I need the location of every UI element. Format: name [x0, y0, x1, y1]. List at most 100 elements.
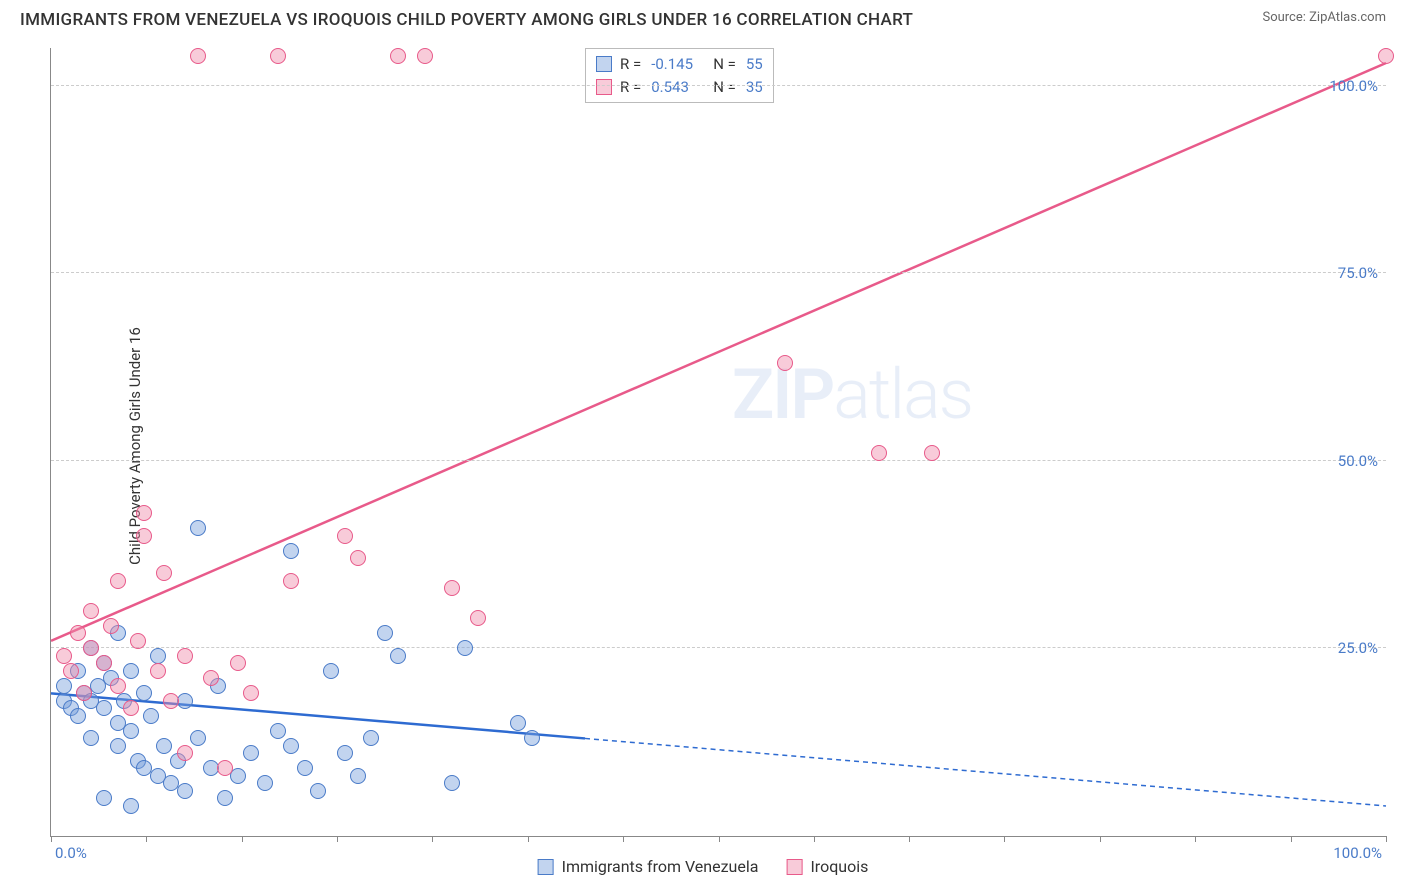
- data-point: [924, 445, 940, 461]
- data-point: [123, 798, 139, 814]
- data-point: [270, 723, 286, 739]
- data-point: [136, 528, 152, 544]
- legend-item: Iroquois: [786, 857, 868, 876]
- data-point: [63, 663, 79, 679]
- x-tick: [623, 836, 624, 842]
- n-label: N =: [713, 53, 736, 76]
- data-point: [96, 655, 112, 671]
- data-point: [123, 723, 139, 739]
- data-point: [444, 775, 460, 791]
- data-point: [337, 745, 353, 761]
- n-value: 55: [746, 53, 763, 76]
- data-point: [283, 573, 299, 589]
- data-point: [163, 693, 179, 709]
- data-point: [257, 775, 273, 791]
- data-point: [243, 745, 259, 761]
- data-point: [1378, 48, 1394, 64]
- grid-line: [51, 85, 1386, 86]
- data-point: [444, 580, 460, 596]
- data-point: [350, 768, 366, 784]
- r-value: 0.543: [651, 76, 705, 99]
- data-point: [510, 715, 526, 731]
- data-point: [457, 640, 473, 656]
- data-point: [417, 48, 433, 64]
- data-point: [350, 550, 366, 566]
- y-tick-label: 25.0%: [1338, 639, 1378, 657]
- data-point: [83, 730, 99, 746]
- data-point: [150, 648, 166, 664]
- stats-row: R = -0.145 N = 55: [596, 53, 763, 76]
- r-value: -0.145: [651, 53, 705, 76]
- data-point: [390, 648, 406, 664]
- y-tick-label: 50.0%: [1338, 452, 1378, 470]
- series-swatch: [596, 79, 612, 95]
- x-tick: [337, 836, 338, 842]
- data-point: [156, 565, 172, 581]
- data-point: [871, 445, 887, 461]
- x-tick: [719, 836, 720, 842]
- data-point: [190, 48, 206, 64]
- data-point: [217, 760, 233, 776]
- data-point: [70, 708, 86, 724]
- data-point: [243, 685, 259, 701]
- data-point: [150, 663, 166, 679]
- data-point: [190, 520, 206, 536]
- grid-line: [51, 272, 1386, 273]
- data-point: [470, 610, 486, 626]
- x-tick: [528, 836, 529, 842]
- data-point: [83, 603, 99, 619]
- data-point: [283, 543, 299, 559]
- data-point: [103, 618, 119, 634]
- data-point: [130, 633, 146, 649]
- x-tick: [814, 836, 815, 842]
- data-point: [524, 730, 540, 746]
- data-point: [177, 745, 193, 761]
- data-point: [283, 738, 299, 754]
- correlation-stats-box: R = -0.145 N = 55 R = 0.543 N = 35: [585, 48, 774, 103]
- data-point: [390, 48, 406, 64]
- data-point: [96, 790, 112, 806]
- x-tick: [1100, 836, 1101, 842]
- n-value: 35: [746, 76, 763, 99]
- trend-line-extrapolated: [585, 738, 1386, 806]
- data-point: [76, 685, 92, 701]
- data-point: [190, 730, 206, 746]
- data-point: [110, 573, 126, 589]
- header: IMMIGRANTS FROM VENEZUELA VS IROQUOIS CH…: [0, 0, 1406, 34]
- data-point: [143, 708, 159, 724]
- grid-line: [51, 460, 1386, 461]
- series-swatch: [596, 56, 612, 72]
- x-tick: [242, 836, 243, 842]
- data-point: [217, 790, 233, 806]
- source-label: Source: ZipAtlas.com: [1262, 10, 1386, 25]
- legend-label: Immigrants from Venezuela: [562, 857, 759, 876]
- data-point: [297, 760, 313, 776]
- data-point: [56, 678, 72, 694]
- data-point: [56, 648, 72, 664]
- x-tick: [146, 836, 147, 842]
- r-label: R =: [620, 53, 641, 76]
- data-point: [70, 625, 86, 641]
- data-point: [363, 730, 379, 746]
- trend-lines: [51, 48, 1386, 836]
- legend-swatch: [786, 859, 802, 875]
- r-label: R =: [620, 76, 641, 99]
- data-point: [156, 738, 172, 754]
- data-point: [323, 663, 339, 679]
- chart-plot-area: ZIPatlas R =-0.145N =55R =0.543N =35 25.…: [50, 48, 1386, 837]
- data-point: [337, 528, 353, 544]
- trend-line: [51, 63, 1386, 641]
- x-tick: [1004, 836, 1005, 842]
- x-tick: [51, 836, 52, 842]
- data-point: [83, 640, 99, 656]
- data-point: [203, 670, 219, 686]
- x-tick: [1291, 836, 1292, 842]
- n-label: N =: [713, 76, 736, 99]
- data-point: [270, 48, 286, 64]
- x-tick: [432, 836, 433, 842]
- data-point: [310, 783, 326, 799]
- data-point: [123, 663, 139, 679]
- legend-item: Immigrants from Venezuela: [538, 857, 759, 876]
- x-axis-min-label: 0.0%: [55, 844, 87, 862]
- legend-label: Iroquois: [810, 857, 868, 876]
